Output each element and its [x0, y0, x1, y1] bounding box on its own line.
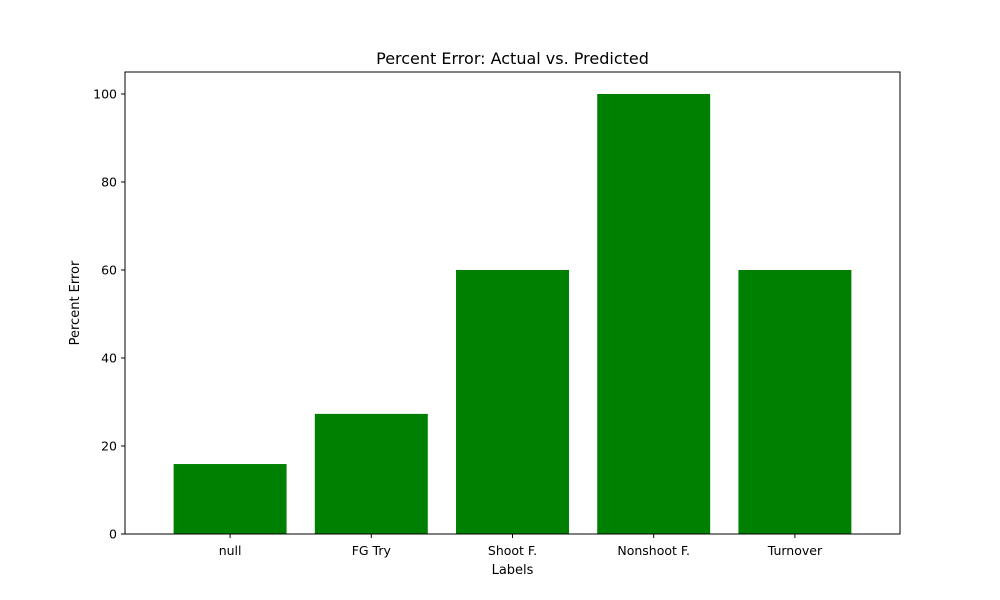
- y-axis-ticks: 0 20 40 60 80 100: [93, 87, 125, 542]
- x-axis-ticks: null FG Try Shoot F. Nonshoot F. Turnover: [219, 534, 823, 558]
- y-tick-label: 40: [101, 351, 117, 366]
- x-tick-label: FG Try: [352, 543, 392, 558]
- bar-null: [173, 464, 287, 534]
- y-tick-label: 0: [109, 527, 117, 542]
- bars-group: [173, 94, 852, 534]
- x-tick-label: Turnover: [767, 543, 823, 558]
- y-tick-label: 60: [101, 263, 117, 278]
- bar-nonshoot-f: [597, 94, 711, 534]
- plot-frame: [124, 71, 901, 535]
- y-axis-label: Percent Error: [68, 260, 83, 345]
- y-tick-label: 80: [101, 175, 117, 190]
- bar-shoot-f: [456, 270, 569, 534]
- x-axis-label: Labels: [492, 563, 534, 578]
- bar-turnover: [738, 270, 852, 534]
- bar-fg-try: [314, 413, 428, 534]
- x-tick-label: Shoot F.: [488, 543, 537, 558]
- chart-title: Percent Error: Actual vs. Predicted: [376, 49, 649, 68]
- y-tick-label: 100: [93, 87, 117, 102]
- y-tick-label: 20: [101, 439, 117, 454]
- x-tick-label: null: [219, 543, 242, 558]
- x-tick-label: Nonshoot F.: [617, 543, 690, 558]
